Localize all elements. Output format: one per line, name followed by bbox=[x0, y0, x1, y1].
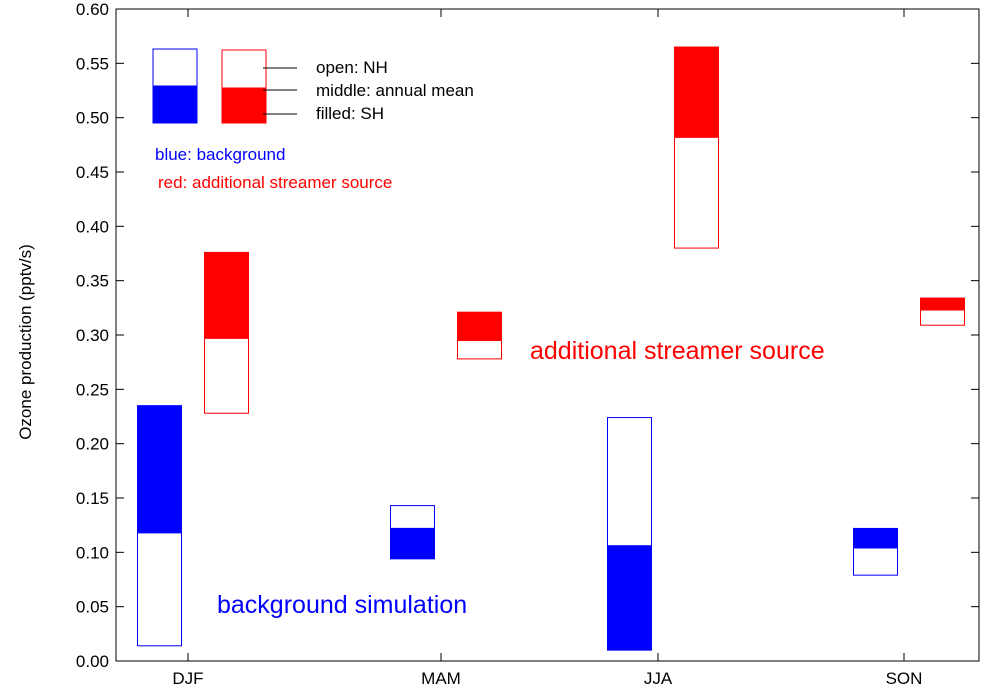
streamer-box-sh-jja bbox=[674, 46, 719, 138]
background-box-nh-djf bbox=[137, 532, 182, 647]
y-tick-label: 0.60 bbox=[76, 0, 109, 19]
background-box-sh-son bbox=[853, 527, 898, 549]
x-tick-label-mam: MAM bbox=[421, 669, 461, 688]
streamer-box-sh-mam bbox=[457, 311, 502, 341]
background-box-nh-jja bbox=[607, 417, 652, 547]
y-tick-label: 0.20 bbox=[76, 435, 109, 454]
background-box-nh-son bbox=[853, 547, 898, 576]
x-tick-label-djf: DJF bbox=[172, 669, 203, 688]
y-axis: 0.00 0.05 0.10 0.15 0.20 0.25 0.30 0.35 0.40 0.45… bbox=[76, 0, 979, 671]
legend-swatch-blue-filled bbox=[152, 85, 198, 124]
legend-swatch-blue-open bbox=[152, 48, 198, 87]
y-tick-label: 0.15 bbox=[76, 489, 109, 508]
x-tick-label-son: SON bbox=[886, 669, 923, 688]
background-box-sh-djf bbox=[137, 405, 182, 534]
legend-red-label: red: additional streamer source bbox=[158, 173, 392, 192]
x-tick-label-jja: JJA bbox=[644, 669, 673, 688]
y-tick-label: 0.30 bbox=[76, 326, 109, 345]
legend-swatch-red-filled bbox=[221, 87, 267, 124]
y-tick-label: 0.00 bbox=[76, 652, 109, 671]
legend: open: NH middle: annual mean filled: SH … bbox=[152, 48, 474, 192]
streamer-box-nh-jja bbox=[674, 136, 719, 249]
data-boxes bbox=[137, 46, 965, 651]
streamer-box-nh-djf bbox=[204, 337, 249, 414]
annotation-background: background simulation bbox=[217, 591, 467, 619]
x-axis: DJF MAM JJA SON bbox=[172, 9, 922, 688]
streamer-box-nh-son bbox=[920, 309, 965, 326]
y-tick-label: 0.40 bbox=[76, 217, 109, 236]
y-tick-label: 0.35 bbox=[76, 272, 109, 291]
legend-filled-label: filled: SH bbox=[316, 104, 384, 123]
streamer-box-nh-mam bbox=[457, 339, 502, 360]
background-box-sh-mam bbox=[390, 527, 435, 560]
y-tick-label: 0.05 bbox=[76, 598, 109, 617]
streamer-box-sh-djf bbox=[204, 251, 249, 339]
y-tick-label: 0.55 bbox=[76, 54, 109, 73]
y-tick-label: 0.10 bbox=[76, 543, 109, 562]
annotation-streamer: additional streamer source bbox=[530, 337, 825, 365]
y-tick-label: 0.50 bbox=[76, 109, 109, 128]
streamer-box-sh-son bbox=[920, 297, 965, 311]
y-tick-label: 0.25 bbox=[76, 380, 109, 399]
legend-swatch-red-open bbox=[221, 49, 267, 89]
legend-blue-label: blue: background bbox=[155, 145, 285, 164]
legend-open-label: open: NH bbox=[316, 58, 388, 77]
legend-middle-label: middle: annual mean bbox=[316, 81, 474, 100]
background-box-nh-mam bbox=[390, 505, 435, 529]
y-axis-title: Ozone production (pptv/s) bbox=[16, 244, 35, 440]
background-box-sh-jja bbox=[607, 545, 652, 651]
y-tick-label: 0.45 bbox=[76, 163, 109, 182]
